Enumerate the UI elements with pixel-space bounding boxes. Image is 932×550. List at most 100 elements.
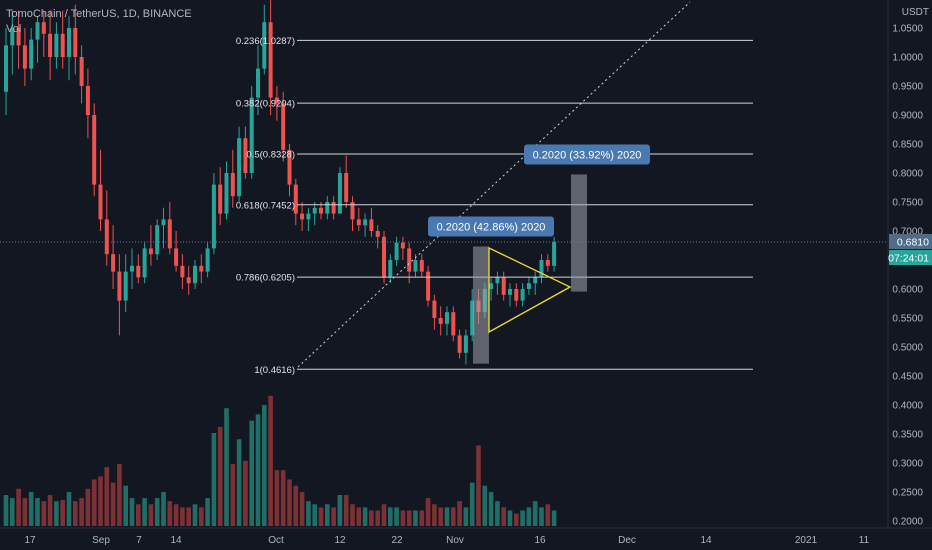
candle-body (41, 22, 46, 34)
volume-bar (343, 495, 349, 526)
candle-body (104, 219, 109, 255)
candle-body (60, 33, 65, 57)
volume-bar (199, 507, 204, 526)
volume-bar (110, 482, 116, 526)
volume-bar (337, 495, 343, 526)
candle-body (514, 289, 519, 301)
volume-bar (514, 513, 519, 526)
time-tick-label: 11 (859, 535, 870, 546)
volume-bar (476, 445, 481, 526)
volume-bar (91, 479, 97, 526)
volume-bar (394, 507, 399, 526)
range-callout-text: 0.2020 (42.86%) 2020 (437, 221, 546, 233)
volume-bar (331, 507, 336, 526)
volume-bar (79, 498, 84, 526)
price-tick-label: 0.2500 (892, 488, 923, 499)
volume-bar (488, 491, 494, 526)
candle-body (375, 231, 380, 237)
price-tick-label: 0.9000 (892, 111, 923, 122)
candle-body (495, 277, 500, 284)
candle-body (382, 236, 386, 278)
range-box (571, 174, 587, 292)
volume-bar (192, 504, 198, 526)
candle-body (451, 312, 456, 336)
candle-body (205, 248, 210, 272)
volume-bar (167, 501, 173, 526)
price-tick-label: 0.4000 (892, 401, 923, 412)
candle-body (92, 115, 97, 185)
volume-bar (180, 507, 185, 526)
range-callout (428, 216, 554, 237)
candle-body (54, 33, 59, 57)
time-tick-label: 12 (334, 535, 346, 546)
candle-body (419, 260, 424, 272)
price-tick-label: 0.3500 (892, 430, 923, 441)
price-tick-label: 1.0000 (892, 53, 923, 64)
volume-bar (154, 498, 160, 526)
candle-body (293, 184, 298, 214)
candle-body (180, 265, 185, 278)
candle-body (438, 318, 443, 324)
candle-body (256, 68, 260, 98)
volume-bar (312, 504, 317, 526)
candle-body (155, 225, 160, 255)
volume-bar (381, 504, 387, 526)
price-tick-label: 0.9500 (892, 82, 923, 93)
candle-body (287, 149, 292, 185)
candle-body (22, 45, 27, 69)
volume-bar (413, 510, 418, 526)
candle-body (48, 33, 53, 57)
candle-body (148, 248, 153, 255)
candle-body (85, 86, 90, 115)
volume-bar (406, 510, 412, 526)
volume-bar (224, 408, 229, 526)
candle-body (167, 219, 172, 249)
candle-body (331, 202, 336, 214)
current-price-marker: 0.6810 07:24:01 (0, 234, 932, 266)
price-tick-label: 0.2000 (892, 517, 923, 528)
candle-body (186, 277, 191, 284)
volume-bar (117, 464, 122, 526)
time-tick-label: Sep (92, 535, 110, 546)
candle-body (161, 219, 166, 226)
volume-bar (375, 510, 380, 526)
volume-bar (495, 501, 500, 526)
candle-body (199, 265, 204, 272)
candle-body (29, 39, 34, 69)
price-tick-label: 0.5000 (892, 343, 923, 354)
volume-bar (98, 476, 103, 526)
symbol-legend: TomoChain / TetherUS, 1D, BINANCE (6, 8, 192, 20)
candle-body (552, 242, 557, 266)
candle-body (224, 173, 229, 214)
time-tick-label: 14 (700, 535, 712, 546)
range-callout (524, 144, 650, 165)
volume-bar (325, 504, 330, 526)
volume-bar (388, 507, 393, 526)
price-candles (4, 0, 557, 365)
candle-body (470, 300, 475, 336)
trendline (297, 1, 691, 368)
fib-level-label: 0.618(0.7452) (236, 200, 295, 211)
candle-body (344, 173, 349, 202)
time-tick-label: Oct (268, 535, 284, 546)
countdown-tag (889, 250, 932, 266)
volume-bar (161, 491, 166, 526)
candle-body (545, 260, 550, 266)
volume-bar (318, 507, 324, 526)
volume-bar (54, 501, 59, 526)
volume-bar (551, 510, 557, 526)
volume-bar (10, 498, 15, 526)
price-tick-label: 0.6000 (892, 285, 923, 296)
volume-bar (47, 495, 53, 526)
candle-body (130, 265, 134, 272)
time-tick-label: 16 (534, 535, 546, 546)
candle-body (306, 213, 311, 220)
candle-body (413, 260, 418, 272)
candle-body (325, 202, 330, 214)
triangle-pattern (488, 246, 572, 334)
volume-bar (243, 460, 248, 526)
candle-body (249, 97, 254, 173)
candle-body (350, 202, 355, 220)
volume-bar (501, 507, 506, 526)
